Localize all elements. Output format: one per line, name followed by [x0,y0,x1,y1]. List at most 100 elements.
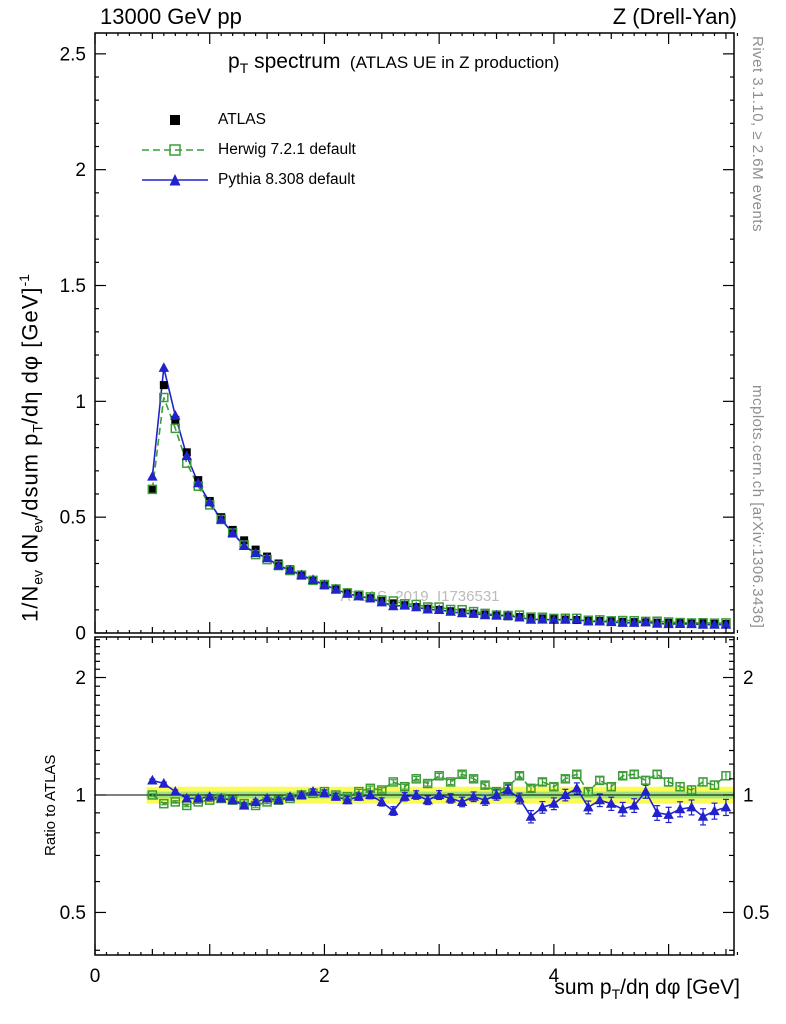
pythia-point-ratio [170,786,181,796]
herwig-point-ratio [457,769,467,780]
pythia-point-ratio [261,792,273,803]
pythia-point-main [674,618,686,628]
title-analysis-note: (ATLAS UE in Z production) [349,53,560,72]
pythia-point-main [284,564,296,575]
pythia-point-ratio [353,791,365,801]
herwig-point-ratio [709,780,720,790]
legend-item-pythia: Pythia 8.308 default [140,165,356,195]
pythia-point-ratio [158,777,170,788]
legend-label-atlas: ATLAS [218,111,266,128]
pythia-point-ratio [445,792,456,803]
pythia-point-ratio [674,803,686,814]
pythia-point-ratio [514,792,525,803]
herwig-point-ratio [675,781,685,792]
main-y-tick-label: 0.5 [60,508,86,529]
pythia-point-ratio [376,796,387,806]
legend-label-herwig: Herwig 7.2.1 default [218,141,356,158]
pythia-point-main [158,362,170,372]
herwig-point-ratio [663,777,674,787]
main-y-tick-label: 0 [75,624,86,645]
pythia-point-main [629,617,640,627]
herwig-point-ratio [388,777,399,787]
legend: ATLAS Herwig 7.2.1 default Pythia 8.308 … [140,105,356,195]
x-axis-label: sum pT/dη dφ [GeV] [554,976,740,1002]
herwig-point-ratio [480,780,490,790]
pythia-point-ratio [433,789,445,800]
ratio-y-tick-label-right: 0.5 [743,903,769,924]
herwig-point-ratio [606,781,616,792]
pythia-point-main [353,590,365,601]
pythia-point-main [479,609,491,620]
herwig-point-ratio [572,769,582,780]
pythia-point-ratio [181,792,192,803]
pythia-point-ratio [388,805,399,816]
ylabel-sub-pt: T [29,424,46,433]
pythia-point-main [468,608,479,618]
pythia-point-ratio [560,789,571,800]
pythia-point-main [514,611,525,622]
title-observable: pT spectrum [228,50,340,77]
pythia-point-main [238,540,250,550]
pythia-point-ratio [411,789,422,800]
ratio-y-tick-label-left: 1 [75,785,86,806]
herwig-point-ratio [468,774,479,784]
herwig-point-ratio [422,778,433,789]
herwig-point-ratio [652,769,662,780]
pythia-point-ratio [479,794,491,805]
title-subscript: T [239,60,249,77]
process-label: Z (Drell-Yan) [612,4,737,29]
pythia-point-ratio [651,807,663,817]
pythia-point-ratio [617,803,628,814]
herwig-point-ratio [595,775,605,786]
ratio-y-tick-label-left: 2 [75,668,86,689]
pythia-point-main [411,601,422,612]
pythia-point-main [388,600,399,611]
filled-square-marker-icon [170,115,180,125]
herwig-point-ratio [434,771,444,781]
main-panel-frame [94,32,735,634]
plot-title: pT spectrum (ATLAS UE in Z production) [228,50,559,76]
pythia-point-ratio [629,799,640,810]
pythia-point-ratio [640,786,651,796]
y-axis-label-main: 1/Nev dNev/dsum pT/dη dφ [GeV]-1 [16,274,46,622]
pythia-point-main [170,410,181,420]
y-axis-label-ratio: Ratio to ATLAS [42,754,59,856]
pythia-point-ratio [606,798,617,808]
pythia-point-main [502,610,514,620]
pythia-point-ratio [365,789,376,800]
pythia-point-main [204,496,215,507]
herwig-point-main [147,484,158,495]
pythia-point-ratio [422,794,433,805]
pythia-point-ratio [284,791,296,801]
pythia-point-ratio [583,801,594,812]
main-y-tick-label: 1 [75,392,86,413]
title-text: p [228,50,240,73]
legend-item-atlas: ATLAS [140,105,356,135]
pythia-point-ratio [663,809,674,819]
ylabel-sub-ev: ev [29,569,46,585]
pythia-point-ratio [193,792,204,803]
pythia-point-ratio [227,794,238,805]
ratio-y-tick-label-right: 2 [743,668,754,689]
herwig-point-ratio [629,769,639,780]
pythia-point-main [651,618,663,628]
x-tick-label: 2 [319,966,330,987]
ratio-panel-frame [94,636,735,956]
pythia-point-main [640,616,651,627]
xlabel-sub-pt: T [611,986,621,1003]
atlas-point-main [148,485,157,494]
pythia-point-ratio [537,801,548,812]
atlas-point-main [159,381,168,390]
pythia-point-ratio [468,791,479,801]
legend-item-herwig: Herwig 7.2.1 default [140,135,356,165]
pythia-point-main [147,470,158,481]
pythia-point-main [250,547,261,558]
herwig-point-ratio [159,798,169,809]
main-y-tick-label: 1.5 [60,276,86,297]
pythia-point-ratio [686,801,697,812]
pythia-point-ratio [720,801,732,812]
pythia-point-ratio [273,794,284,805]
pythia-point-main [491,609,502,620]
pythia-point-ratio [594,794,605,805]
